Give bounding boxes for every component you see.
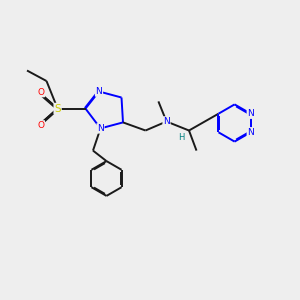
Text: N: N <box>96 87 102 96</box>
Text: N: N <box>247 128 254 137</box>
Text: S: S <box>54 103 61 114</box>
Text: H: H <box>178 133 185 142</box>
Text: O: O <box>37 121 44 130</box>
Text: O: O <box>37 88 44 97</box>
Text: N: N <box>247 109 254 118</box>
Text: N: N <box>97 124 104 133</box>
Text: N: N <box>163 117 170 126</box>
